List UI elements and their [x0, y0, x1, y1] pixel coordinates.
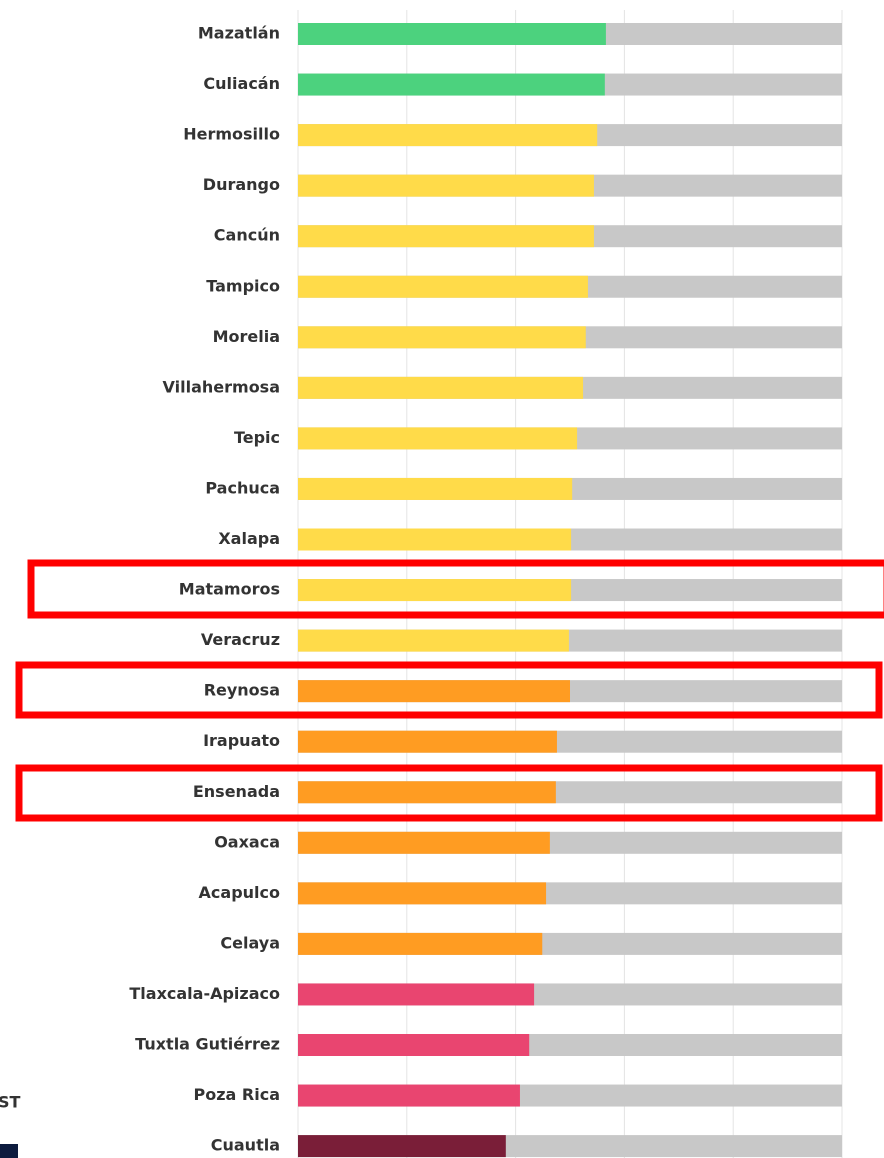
y-tick-label: Celaya: [220, 933, 280, 952]
bar: [298, 882, 547, 905]
bar: [298, 73, 605, 96]
y-tick-label: Cancún: [214, 226, 280, 245]
y-tick-label: Tepic: [234, 428, 280, 447]
bar: [298, 730, 557, 753]
bar: [298, 1135, 506, 1158]
logo-fragment: [0, 1144, 18, 1158]
y-tick-label: Cuautla: [211, 1136, 280, 1155]
y-tick-label: Poza Rica: [194, 1085, 280, 1104]
bar: [298, 23, 606, 45]
highlights: [15, 559, 884, 822]
y-tick-label: Matamoros: [179, 580, 280, 599]
bar: [298, 1084, 520, 1107]
bar: [298, 124, 598, 147]
bar: [298, 174, 594, 197]
y-tick-label: Oaxaca: [214, 832, 280, 851]
y-tick-label: Xalapa: [218, 529, 280, 548]
bar: [298, 528, 572, 551]
y-tick-label: Mazatlán: [198, 24, 280, 43]
bar: [298, 680, 570, 703]
y-tick-label: Tampico: [206, 276, 280, 295]
y-tick-label: Tuxtla Gutiérrez: [135, 1035, 280, 1054]
plot: Mazatlán Culiacán Hermosillo Durango Cancún T…: [129, 10, 843, 1158]
highlight-box: [15, 661, 883, 719]
y-tick-label: Tlaxcala-Apizaco: [129, 984, 280, 1003]
bar: [298, 275, 588, 298]
bar: [298, 427, 578, 450]
highlight-box: [27, 559, 884, 619]
y-tick-label: Durango: [203, 175, 280, 194]
y-tick-label: Morelia: [213, 327, 280, 346]
bar: [298, 225, 594, 248]
bar: [298, 781, 556, 804]
highlight-box: [15, 764, 883, 822]
side-text: ST: [0, 1093, 21, 1112]
y-tick-label: Reynosa: [204, 681, 280, 700]
bar: [298, 1034, 530, 1056]
y-tick-label: Pachuca: [205, 478, 280, 497]
y-tick-label: Hermosillo: [183, 125, 280, 144]
bar: [298, 376, 584, 399]
y-tick-label: Acapulco: [199, 883, 280, 902]
bar: [298, 831, 550, 854]
y-tick-label: Irapuato: [203, 731, 280, 750]
y-tick-label: Veracruz: [201, 630, 280, 649]
y-tick-label: Villahermosa: [163, 377, 280, 396]
bar: [298, 983, 535, 1006]
bar: [298, 629, 569, 652]
bar: [298, 932, 543, 955]
y-tick-label: Ensenada: [193, 782, 280, 801]
y-tick-label: Culiacán: [203, 74, 280, 93]
bar: [298, 477, 573, 500]
bar: [298, 579, 572, 602]
bar: [298, 326, 586, 349]
